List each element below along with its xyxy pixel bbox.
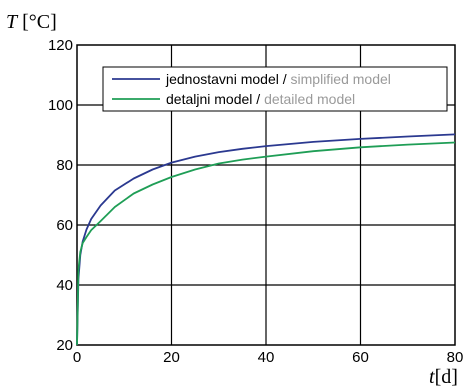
y-tick-label: 100: [48, 97, 73, 114]
legend-separator: /: [252, 91, 264, 107]
y-tick-label: 80: [56, 157, 73, 174]
x-tick-label: 80: [447, 349, 464, 366]
legend-label-simplified: jednostavni model: [165, 71, 279, 87]
x-tick-label: 60: [352, 349, 369, 366]
x-axis-label: t[d]: [429, 366, 458, 388]
legend-translation-detailed: detailed model: [264, 91, 355, 107]
legend-entry-detailed: detaljni model / detailed model: [166, 91, 355, 107]
xlabel-unit: [d]: [435, 366, 458, 388]
y-tick-label: 60: [56, 217, 73, 234]
xlabel-variable: t: [429, 366, 435, 388]
legend: jednostavni model / simplified model det…: [102, 66, 448, 112]
legend-box: [102, 66, 448, 112]
ylabel-unit: [°C]: [17, 11, 57, 33]
series-line-detailed: [76, 141, 456, 346]
legend-translation-simplified: simplified model: [291, 71, 391, 87]
plot-frame: [76, 44, 456, 346]
x-tick-label: 20: [163, 349, 180, 366]
y-tick-label: 40: [56, 277, 73, 294]
legend-label-detailed: detaljni model: [166, 91, 252, 107]
ylabel-variable: T: [6, 11, 19, 33]
x-tick-label: 40: [258, 349, 275, 366]
series-layer: [76, 133, 456, 346]
y-tick-label: 120: [48, 37, 73, 54]
y-axis-label: T [°C]: [6, 11, 57, 33]
y-tick-label: 20: [56, 337, 73, 354]
x-tick-label: 0: [73, 349, 81, 366]
legend-separator: /: [279, 71, 291, 87]
legend-entry-simplified: jednostavni model / simplified model: [165, 71, 391, 87]
